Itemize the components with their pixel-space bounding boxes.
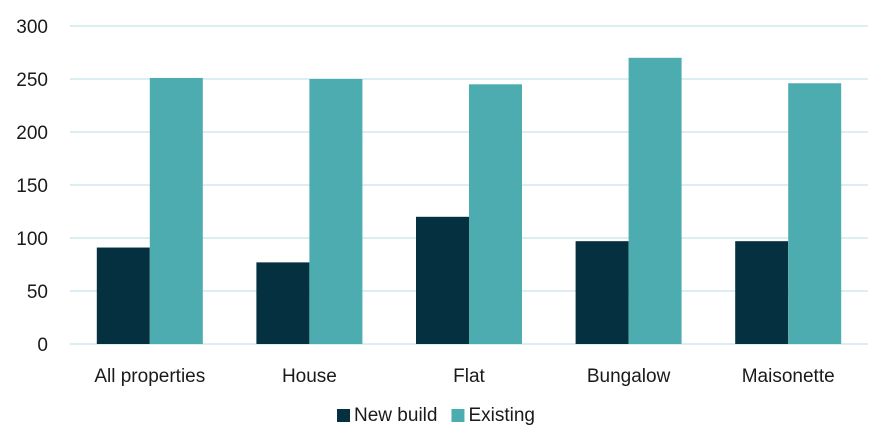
bar-existing-bungalow: [628, 57, 682, 345]
bar-new-build-flat: [416, 216, 469, 344]
y-tick-label: 150: [16, 176, 48, 197]
legend-swatch-new-build: [337, 409, 351, 422]
bar-new-build-maisonette: [735, 241, 789, 344]
y-axis-tick-labels: 0 50 100 150 200 250 300: [16, 17, 48, 356]
x-axis-category-labels: All properties House Flat Bungalow Maisonett…: [94, 366, 834, 387]
x-category-label: Maisonette: [742, 366, 835, 387]
legend: New build Existing: [337, 405, 535, 426]
y-tick-label: 250: [16, 70, 48, 91]
bar-existing-house: [309, 79, 363, 344]
y-tick-label: 200: [16, 123, 48, 144]
legend-label-existing: Existing: [468, 405, 535, 426]
x-category-label: Flat: [453, 366, 485, 387]
bar-new-build-bungalow: [575, 241, 629, 344]
y-tick-label: 100: [16, 229, 48, 250]
legend-swatch-existing: [451, 409, 465, 422]
bar-existing-maisonette: [788, 83, 842, 345]
x-category-label: House: [282, 366, 337, 387]
y-tick-label: 0: [37, 335, 48, 356]
y-tick-label: 50: [27, 282, 48, 303]
bar-existing-flat: [469, 84, 522, 345]
y-tick-label: 300: [16, 17, 48, 38]
bar-new-build-house: [256, 262, 310, 344]
bar-existing-all-properties: [149, 77, 203, 344]
x-category-label: All properties: [94, 366, 205, 387]
legend-label-new-build: New build: [354, 405, 437, 426]
bar-new-build-all-properties: [96, 247, 150, 344]
x-category-label: Bungalow: [587, 366, 671, 387]
bars: [96, 57, 842, 345]
